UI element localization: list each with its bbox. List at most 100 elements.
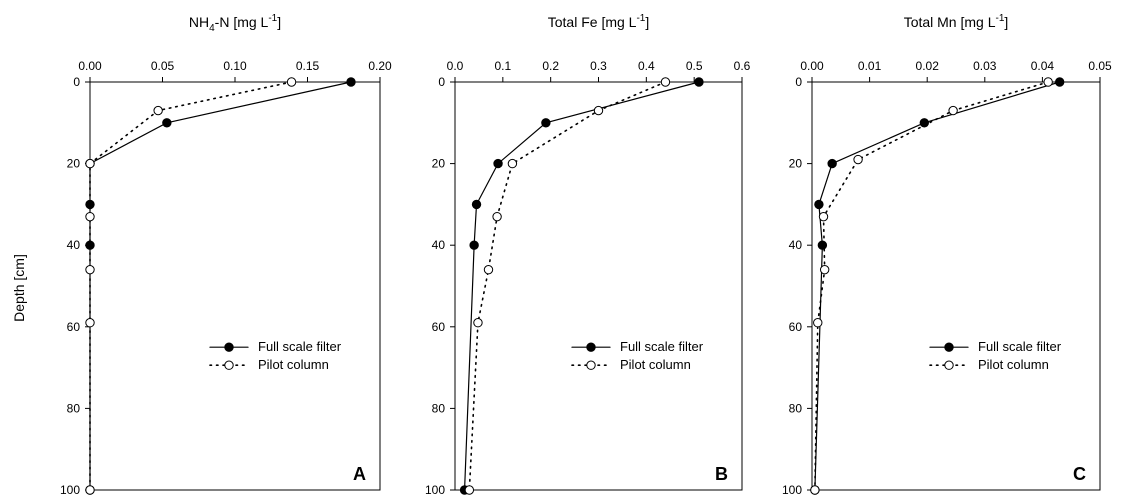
data-point-full-scale-filter: [471, 199, 482, 210]
legend-marker: [944, 342, 954, 352]
data-point-full-scale-filter: [541, 118, 551, 128]
x-tick-label: 0.20: [368, 59, 392, 73]
x-tick-label: 0.05: [151, 59, 175, 73]
x-axis-title: Total Mn [mg L-1]: [904, 13, 1009, 30]
x-tick-label: 0.05: [1088, 59, 1112, 73]
x-axis-title-part: -1: [636, 13, 645, 24]
legend-label: Full scale filter: [258, 339, 342, 354]
legend-marker: [224, 360, 234, 370]
x-axis-title-part: NH: [189, 14, 209, 30]
chart-panel-a: 0.00 0.05 0.10 0.15 0.20 0 20 40 60 80 100 NH4-N [m…: [60, 13, 392, 497]
data-point-pilot-column: [813, 318, 823, 328]
legend-marker: [944, 360, 954, 370]
x-tick-label: 0.3: [590, 59, 607, 73]
y-tick-label: 0: [795, 75, 802, 89]
data-point-pilot-column: [818, 211, 829, 222]
x-axis-title-part: 4: [209, 23, 215, 34]
x-axis-title: NH4-N [mg L-1]: [189, 13, 281, 34]
x-axis-title-part: -1: [996, 13, 1005, 24]
chart-panel-c: 0.00 0.01 0.02 0.03 0.04 0.05 0 20 40 60 80 100 Tota…: [782, 13, 1112, 497]
x-tick-label: 0.02: [916, 59, 940, 73]
y-tick-label: 40: [789, 238, 803, 252]
data-point-full-scale-filter: [469, 240, 479, 250]
chart-panel-b: 0.0 0.1 0.2 0.3 0.4 0.5 0.6 0 20 40 60 80 100 Total F…: [425, 13, 751, 497]
y-tick-label: 60: [432, 320, 446, 334]
data-point-full-scale-filter: [814, 199, 824, 210]
data-point-pilot-column: [1043, 77, 1053, 87]
series-line-full-scale-filter: [89, 81, 352, 491]
data-point-pilot-column: [660, 77, 671, 87]
data-point-full-scale-filter: [346, 77, 356, 87]
legend-label: Pilot column: [258, 357, 329, 372]
x-tick-label: 0.5: [686, 59, 703, 73]
panel-label: A: [353, 464, 366, 484]
data-point-pilot-column: [483, 264, 494, 275]
y-tick-label: 20: [789, 157, 803, 171]
series-line-pilot-column: [89, 81, 293, 491]
plot-frame: [454, 81, 743, 491]
legend-label: Pilot column: [978, 357, 1049, 372]
legend-label: Full scale filter: [620, 339, 704, 354]
data-point-full-scale-filter: [817, 240, 828, 250]
y-tick-label: 40: [67, 238, 81, 252]
y-tick-label: 20: [67, 157, 81, 171]
data-point-pilot-column: [810, 485, 820, 495]
x-tick-label: 0.2: [542, 59, 559, 73]
x-axis-title-part: Total Mn [mg L: [904, 14, 996, 30]
data-point-pilot-column: [286, 77, 297, 87]
data-point-pilot-column: [948, 105, 958, 116]
legend-label: Pilot column: [620, 357, 691, 372]
data-point-pilot-column: [85, 264, 95, 275]
data-point-pilot-column: [819, 264, 830, 275]
y-tick-label: 60: [789, 320, 803, 334]
x-axis-title-part: ]: [645, 14, 649, 30]
y-tick-label: 80: [789, 401, 803, 415]
data-point-pilot-column: [85, 485, 95, 495]
x-tick-label: 0.10: [223, 59, 247, 73]
data-point-pilot-column: [492, 211, 502, 222]
y-tick-label: 80: [432, 401, 446, 415]
legend-marker: [224, 342, 234, 352]
data-point-full-scale-filter: [162, 118, 172, 128]
y-tick-label: 0: [73, 75, 80, 89]
data-point-pilot-column: [85, 211, 95, 222]
x-tick-label: 0.04: [1031, 59, 1055, 73]
series-line-pilot-column: [468, 81, 667, 491]
y-tick-label: 100: [782, 483, 802, 497]
y-axis-label: Depth [cm]: [11, 254, 27, 322]
x-tick-label: 0.00: [800, 59, 824, 73]
y-tick-label: 80: [67, 401, 81, 415]
data-point-pilot-column: [464, 485, 475, 495]
data-point-full-scale-filter: [827, 158, 837, 169]
x-axis-title: Total Fe [mg L-1]: [548, 13, 650, 30]
data-point-pilot-column: [85, 318, 95, 328]
data-point-pilot-column: [153, 105, 163, 116]
data-point-pilot-column: [85, 158, 95, 169]
data-point-full-scale-filter: [1054, 77, 1065, 87]
x-axis-title-part: ]: [1004, 14, 1008, 30]
x-tick-label: 0.03: [973, 59, 997, 73]
legend-marker: [586, 360, 596, 370]
plot-frame: [811, 81, 1101, 491]
x-axis-title-part: ]: [277, 14, 281, 30]
series-line-full-scale-filter: [814, 81, 1061, 491]
legend-marker: [586, 342, 596, 352]
y-tick-label: 40: [432, 238, 446, 252]
panel-label: C: [1073, 464, 1086, 484]
y-tick-label: 60: [67, 320, 81, 334]
y-tick-label: 100: [425, 483, 445, 497]
data-point-full-scale-filter: [493, 158, 503, 169]
y-tick-label: 0: [438, 75, 445, 89]
x-axis-title-part: -1: [268, 13, 277, 24]
x-tick-label: 0.0: [447, 59, 464, 73]
data-point-pilot-column: [593, 105, 604, 116]
x-tick-label: 0.01: [858, 59, 882, 73]
legend-label: Full scale filter: [978, 339, 1062, 354]
x-axis-title-part: -N [mg L: [215, 14, 269, 30]
x-tick-label: 0.4: [638, 59, 655, 73]
data-point-pilot-column: [473, 318, 483, 328]
x-tick-label: 0.15: [296, 59, 320, 73]
data-point-full-scale-filter: [694, 77, 704, 87]
x-tick-label: 0.00: [78, 59, 102, 73]
